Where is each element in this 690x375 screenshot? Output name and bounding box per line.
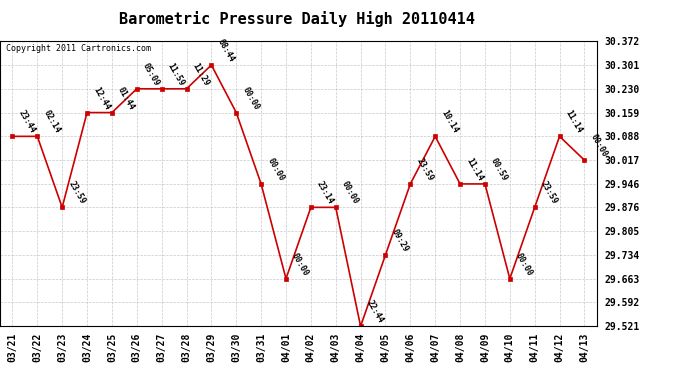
Text: 11:14: 11:14 <box>464 156 484 183</box>
Text: 12:44: 12:44 <box>91 85 112 111</box>
Text: 11:59: 11:59 <box>166 61 186 87</box>
Text: 02:14: 02:14 <box>41 109 62 135</box>
Text: 00:00: 00:00 <box>340 180 360 206</box>
Text: 00:00: 00:00 <box>265 156 286 183</box>
Text: 10:14: 10:14 <box>440 109 460 135</box>
Text: 00:00: 00:00 <box>290 251 310 277</box>
Text: 00:00: 00:00 <box>589 133 609 159</box>
Text: 08:44: 08:44 <box>215 38 236 64</box>
Text: Copyright 2011 Cartronics.com: Copyright 2011 Cartronics.com <box>6 44 151 53</box>
Text: 00:00: 00:00 <box>514 251 534 277</box>
Text: 11:14: 11:14 <box>564 109 584 135</box>
Text: 23:59: 23:59 <box>539 180 559 206</box>
Text: 11:29: 11:29 <box>190 61 211 87</box>
Text: 23:59: 23:59 <box>66 180 87 206</box>
Text: 23:14: 23:14 <box>315 180 335 206</box>
Text: 05:09: 05:09 <box>141 61 161 87</box>
Text: 01:44: 01:44 <box>116 85 137 111</box>
Text: Barometric Pressure Daily High 20110414: Barometric Pressure Daily High 20110414 <box>119 11 475 27</box>
Text: 00:00: 00:00 <box>240 85 261 111</box>
Text: 23:59: 23:59 <box>415 156 435 183</box>
Text: 00:59: 00:59 <box>489 156 509 183</box>
Text: 23:44: 23:44 <box>17 109 37 135</box>
Text: 09:29: 09:29 <box>390 227 410 254</box>
Text: 22:44: 22:44 <box>365 299 385 325</box>
